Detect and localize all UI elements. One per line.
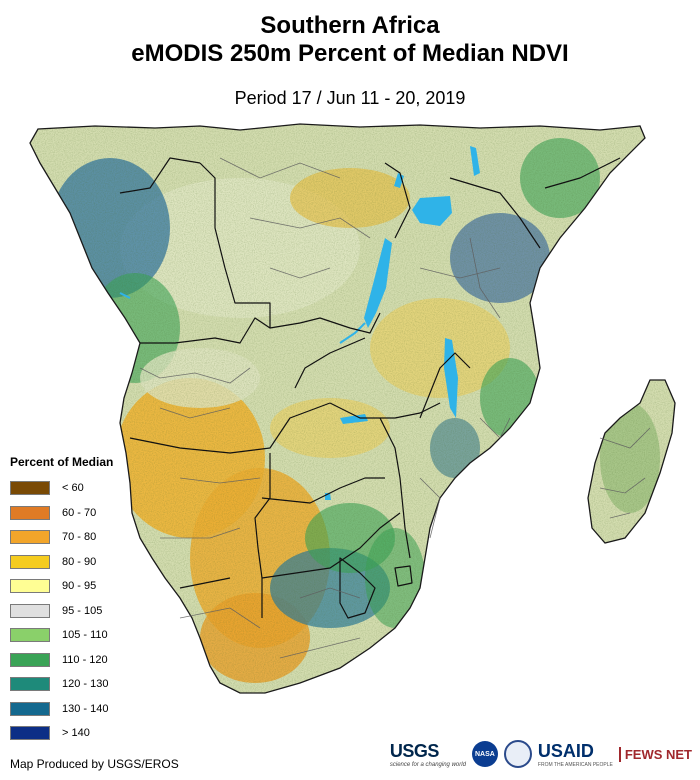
legend-swatch: [10, 481, 50, 496]
legend-swatch: [10, 628, 50, 643]
legend: Percent of Median < 60 60 - 70 70 - 80 80 -…: [10, 455, 113, 746]
country-borders: [119, 157, 621, 619]
partner-logos: USGS science for a changing world NASA U…: [390, 740, 692, 768]
nasa-logo: NASA: [471, 741, 498, 767]
legend-label: < 60: [62, 482, 84, 495]
seal-logo: [503, 740, 532, 768]
legend-swatch: [10, 677, 50, 692]
legend-label: 110 - 120: [62, 653, 108, 666]
legend-item: 130 - 140: [10, 697, 113, 722]
legend-title: Percent of Median: [10, 455, 114, 469]
lakes: [325, 146, 480, 500]
legend-item: 105 - 110: [10, 623, 113, 648]
ndvi-map: [29, 123, 676, 694]
legend-label: 70 - 80: [62, 531, 97, 544]
legend-swatch: [10, 652, 50, 667]
legend-items: < 60 60 - 70 70 - 80 80 - 90 90 - 95 95 - 105…: [10, 476, 113, 746]
legend-item: 120 - 130: [10, 672, 113, 697]
legend-label: 90 - 95: [62, 580, 97, 593]
map-subtitle: Period 17 / Jun 11 - 20, 2019: [234, 88, 466, 108]
legend-item: > 140: [10, 721, 113, 746]
legend-label: 130 - 140: [62, 702, 109, 715]
legend-item: 80 - 90: [10, 550, 113, 575]
legend-item: 70 - 80: [10, 525, 113, 550]
legend-label: 80 - 90: [62, 555, 97, 568]
admin-borders: [139, 157, 651, 659]
legend-swatch: [10, 505, 50, 520]
legend-swatch: [10, 701, 50, 716]
legend-swatch: [10, 554, 50, 569]
fews-net-logo: FEWS NET: [618, 746, 692, 762]
usaid-logo: USAID FROM THE AMERICAN PEOPLE: [537, 740, 613, 768]
legend-item: < 60: [10, 476, 113, 501]
legend-label: 120 - 130: [62, 678, 109, 691]
legend-item: 95 - 105: [10, 599, 113, 624]
legend-swatch: [10, 530, 50, 545]
legend-label: 95 - 105: [62, 604, 103, 617]
rivers: [119, 292, 366, 344]
usgs-logo: USGS science for a changing world: [389, 740, 466, 768]
legend-label: > 140: [62, 727, 90, 740]
legend-label: 105 - 110: [62, 629, 108, 642]
legend-swatch: [10, 579, 50, 594]
legend-item: 90 - 95: [10, 574, 113, 599]
legend-swatch: [10, 726, 50, 741]
map-title: Southern Africa: [260, 12, 440, 39]
legend-swatch: [10, 603, 50, 618]
legend-item: 60 - 70: [10, 501, 113, 526]
legend-label: 60 - 70: [62, 506, 97, 519]
credit-text: Map Produced by USGS/EROS: [10, 757, 179, 771]
legend-item: 110 - 120: [10, 648, 113, 673]
map-title-line2: eMODIS 250m Percent of Median NDVI: [131, 40, 569, 67]
